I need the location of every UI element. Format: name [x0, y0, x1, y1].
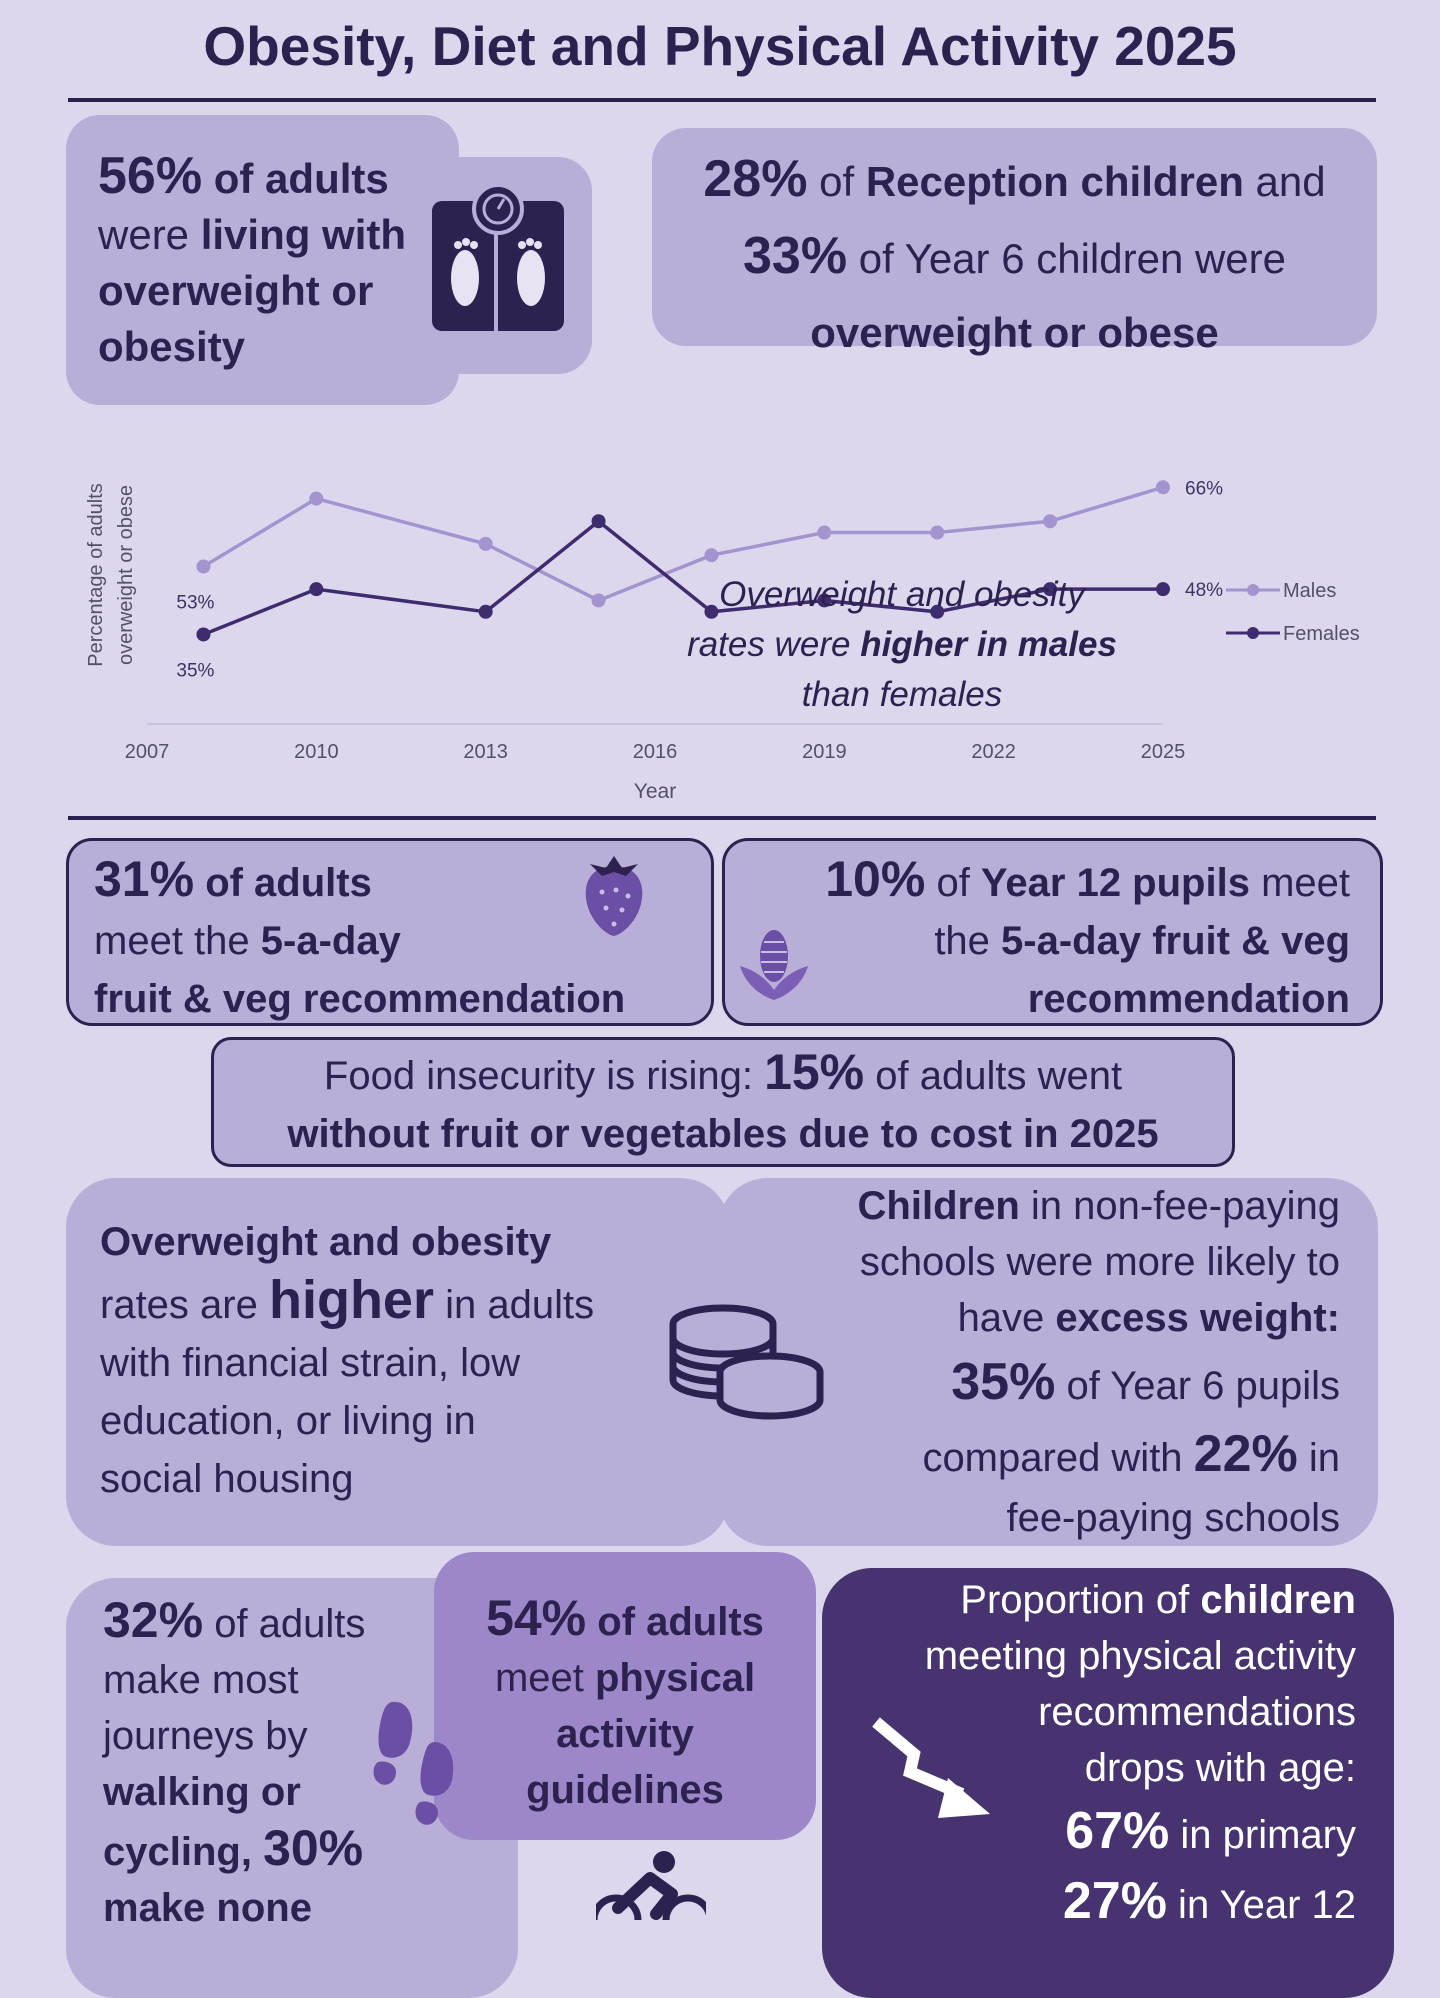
data-label: 53%: [176, 593, 214, 614]
males-data-point: [591, 593, 606, 608]
males-data-point: [478, 536, 493, 551]
x-tick-label: 2007: [125, 741, 170, 763]
children-overweight-text: 28% of Reception children and 33% of Yea…: [703, 150, 1326, 356]
females-data-point: [478, 604, 493, 619]
legend-males-marker: [1247, 584, 1259, 596]
females-data-point: [704, 604, 719, 619]
page-title: Obesity, Diet and Physical Activity 2025: [203, 15, 1237, 77]
legend-females-marker: [1247, 627, 1259, 639]
activity-adults-text: 54% of adults meet physical activity gui…: [486, 1590, 764, 1812]
y-axis-title-line2: overweight or obese: [115, 485, 137, 665]
chart-divider: [68, 816, 1376, 820]
males-data-point: [1156, 480, 1170, 495]
schools-card: [718, 1178, 1378, 1546]
x-axis-title: Year: [634, 780, 676, 803]
males-data-point: [1043, 514, 1058, 529]
title-divider: [68, 98, 1376, 102]
males-data-point: [196, 559, 211, 574]
males-data-point: [930, 525, 945, 540]
females-data-point: [591, 514, 606, 529]
females-data-point: [1156, 582, 1170, 597]
coins-icon: [669, 1304, 824, 1420]
chart-annotation-line2: rates were higher in males: [687, 625, 1117, 664]
females-data-point: [930, 604, 945, 619]
children-overweight-card: [652, 128, 1377, 346]
x-tick-label: 2019: [802, 741, 847, 763]
x-tick-label: 2022: [971, 741, 1016, 763]
corn-icon: [740, 930, 808, 1000]
downward-trend-arrow-icon: [872, 1717, 990, 1818]
fruit-pupils-card: [722, 838, 1383, 1026]
data-label: 48%: [1185, 580, 1223, 601]
males-data-point: [704, 548, 719, 563]
adults-overweight-card: [66, 115, 459, 405]
travel-text: 32% of adults make most journeys by walk…: [103, 1592, 366, 1930]
males-data-point: [817, 525, 832, 540]
y-axis-title-line1: Percentage of adults: [85, 483, 107, 666]
x-tick-label: 2013: [463, 741, 508, 763]
data-label: 66%: [1185, 478, 1223, 499]
activity-adults-card: [434, 1552, 816, 1840]
legend-males-label: Males: [1283, 580, 1336, 602]
food-insecurity-text: Food insecurity is rising: 15% of adults…: [287, 1044, 1159, 1156]
x-tick-label: 2025: [1141, 741, 1186, 763]
females-data-point: [1043, 582, 1058, 597]
males-data-point: [309, 491, 324, 506]
strawberry-icon: [585, 856, 643, 936]
food-insecurity-card: [211, 1037, 1235, 1167]
females-data-point: [817, 593, 832, 608]
fruit-adults-text: 31% of adults meet the 5-a-day fruit & v…: [94, 851, 626, 1021]
adult-overweight-line-chart: 2007 2010 2013 2016 2019 2022 2025 Year Percenta…: [85, 478, 1360, 803]
cyclist-icon: [596, 1851, 706, 1920]
females-data-point: [196, 627, 211, 642]
data-label: 35%: [176, 660, 214, 681]
x-tick-label: 2010: [294, 741, 339, 763]
schools-text: Children in non-fee-paying schools were …: [857, 1184, 1340, 1540]
chart-annotation-line1: Overweight and obesity: [719, 575, 1087, 614]
inequality-text: Overweight and obesity rates are higher …: [100, 1220, 595, 1501]
weighing-scale-icon: [432, 183, 564, 331]
legend-females-label: Females: [1283, 623, 1360, 645]
activity-children-text: Proportion of children meeting physical …: [924, 1578, 1356, 1930]
fruit-pupils-text: 10% of Year 12 pupils meet the 5-a-day f…: [825, 851, 1350, 1021]
chart-annotation-line3: than females: [802, 675, 1002, 714]
adults-overweight-text: 56% of adults were living with overweigh…: [98, 147, 407, 370]
inequality-card: [66, 1178, 730, 1546]
footprints-icon: [373, 1701, 454, 1825]
x-tick-label: 2016: [633, 741, 678, 763]
females-data-point: [309, 582, 324, 597]
